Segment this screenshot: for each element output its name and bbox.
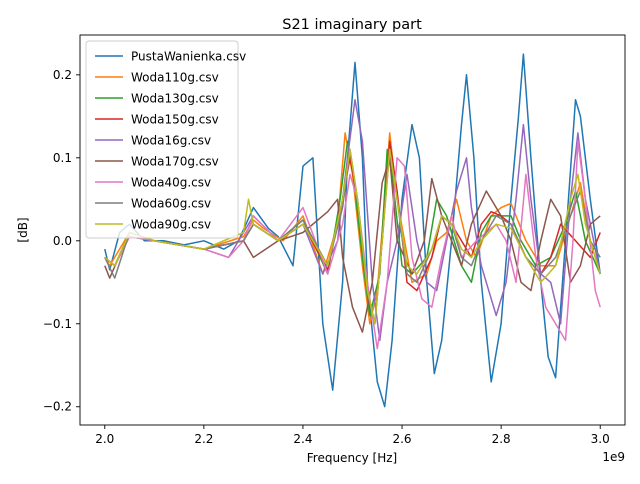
y-tick-label: 0.2 (53, 68, 72, 82)
series-line-8 (104, 148, 601, 325)
series-line-0 (104, 53, 601, 408)
legend-entry: Woda110g.csv (131, 71, 219, 85)
y-axis: −0.2 −0.1 0.0 0.1 0.2 (43, 68, 80, 414)
y-axis-label: [dB] (16, 217, 30, 242)
x-axis: 2.0 2.2 2.4 2.6 2.8 3.0 (95, 425, 610, 446)
y-tick-label: 0.0 (53, 234, 72, 248)
legend-entry: Woda130g.csv (131, 92, 219, 106)
legend-entry: Woda40g.csv (131, 176, 211, 190)
x-tick-label: 2.4 (293, 432, 312, 446)
chart-title: S21 imaginary part (282, 17, 422, 33)
y-tick-label: 0.1 (53, 151, 72, 165)
legend-entry: Woda150g.csv (131, 113, 219, 127)
series-lines (104, 53, 601, 408)
y-tick-label: −0.1 (43, 317, 72, 331)
x-tick-label: 2.0 (95, 432, 114, 446)
series-line-6 (104, 140, 601, 350)
series-line-4 (104, 98, 601, 342)
legend-entry: PustaWanienka.csv (131, 50, 246, 64)
legend: PustaWanienka.csv Woda110g.csv Woda130g.cs… (85, 40, 246, 239)
x-tick-label: 2.8 (492, 432, 511, 446)
legend-entry: Woda16g.csv (131, 134, 211, 148)
legend-entry: Woda170g.csv (131, 155, 219, 169)
x-tick-label: 2.6 (392, 432, 411, 446)
x-axis-label: Frequency [Hz] (307, 451, 398, 465)
x-tick-label: 2.2 (194, 432, 213, 446)
legend-box (85, 40, 239, 239)
legend-entry: Woda60g.csv (131, 197, 211, 211)
x-tick-label: 3.0 (591, 432, 610, 446)
x-axis-offset-label: 1e9 (602, 450, 625, 464)
y-tick-label: −0.2 (43, 400, 72, 414)
legend-entry: Woda90g.csv (131, 218, 211, 232)
series-line-5 (104, 157, 601, 333)
plot-frame (79, 34, 626, 426)
series-line-1 (104, 132, 601, 325)
